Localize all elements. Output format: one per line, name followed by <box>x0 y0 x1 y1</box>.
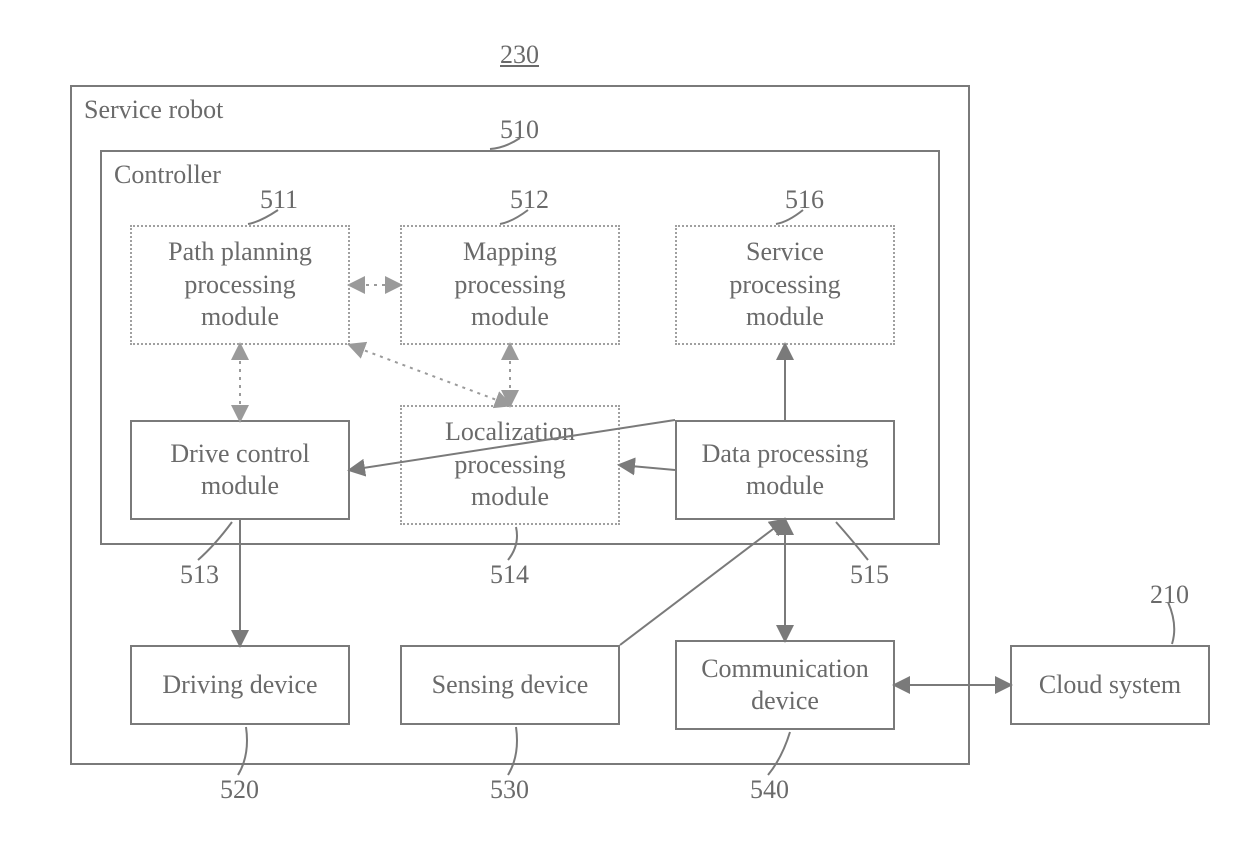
controller-label: Controller <box>114 160 221 190</box>
node-text: Drive controlmodule <box>170 438 309 503</box>
driving-device: Driving device <box>130 645 350 725</box>
node-text: Cloud system <box>1039 669 1181 702</box>
data-processing-module: Data processingmodule <box>675 420 895 520</box>
node-text: Mappingprocessingmodule <box>454 236 565 334</box>
node-text: Data processingmodule <box>702 438 869 503</box>
drive-control-module: Drive controlmodule <box>130 420 350 520</box>
refnum-512: 512 <box>510 185 549 215</box>
mapping-module: Mappingprocessingmodule <box>400 225 620 345</box>
refnum-516: 516 <box>785 185 824 215</box>
refnum-520: 520 <box>220 775 259 805</box>
refnum-230: 230 <box>500 40 539 70</box>
localization-module: Localizationprocessingmodule <box>400 405 620 525</box>
node-text: Sensing device <box>432 669 589 702</box>
sensing-device: Sensing device <box>400 645 620 725</box>
node-text: Path planningprocessingmodule <box>168 236 312 334</box>
refnum-540: 540 <box>750 775 789 805</box>
refnum-514: 514 <box>490 560 529 590</box>
refnum-530: 530 <box>490 775 529 805</box>
node-text: Driving device <box>162 669 317 702</box>
refnum-513: 513 <box>180 560 219 590</box>
communication-device: Communicationdevice <box>675 640 895 730</box>
node-text: Communicationdevice <box>701 653 869 718</box>
service-robot-label: Service robot <box>84 95 223 125</box>
refnum-510: 510 <box>500 115 539 145</box>
path-planning-module: Path planningprocessingmodule <box>130 225 350 345</box>
refnum-515: 515 <box>850 560 889 590</box>
refnum-210: 210 <box>1150 580 1189 610</box>
node-text: Localizationprocessingmodule <box>445 416 575 514</box>
cloud-system: Cloud system <box>1010 645 1210 725</box>
refnum-511: 511 <box>260 185 298 215</box>
node-text: Serviceprocessingmodule <box>729 236 840 334</box>
service-processing-module: Serviceprocessingmodule <box>675 225 895 345</box>
